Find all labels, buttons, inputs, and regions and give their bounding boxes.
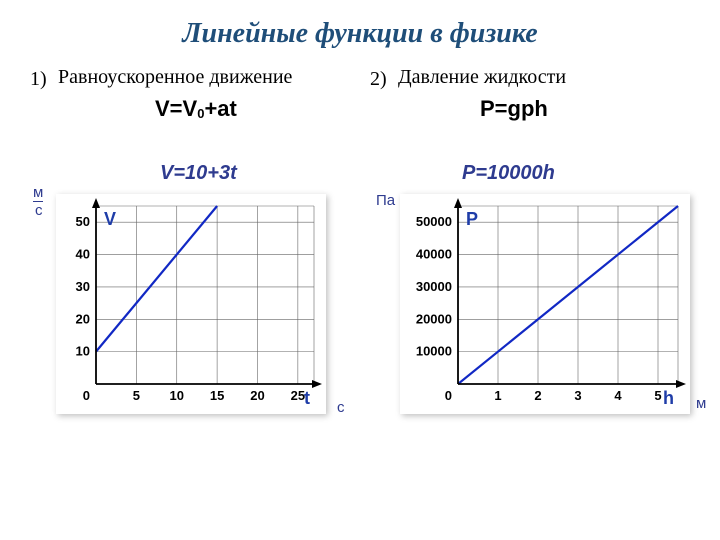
svg-text:P: P <box>466 209 478 229</box>
right-y-unit: Па <box>376 192 395 209</box>
left-caption-text: Равноускоренное движение <box>58 66 292 89</box>
page-title: Линейные функции в физике <box>0 18 720 50</box>
svg-text:t: t <box>304 388 310 408</box>
left-y-unit-bottom: с <box>35 203 43 218</box>
svg-text:5: 5 <box>133 388 140 403</box>
svg-text:V: V <box>104 209 116 229</box>
svg-text:25: 25 <box>291 388 305 403</box>
left-caption-num: 1) <box>30 68 47 91</box>
svg-text:40: 40 <box>76 247 90 262</box>
svg-text:0: 0 <box>83 388 90 403</box>
svg-text:1: 1 <box>494 388 501 403</box>
svg-text:10: 10 <box>170 388 184 403</box>
right-example: P=10000h <box>462 162 555 185</box>
svg-text:50000: 50000 <box>416 214 452 229</box>
svg-text:30: 30 <box>76 279 90 294</box>
left-x-unit: с <box>337 399 345 416</box>
svg-text:20: 20 <box>76 311 90 326</box>
svg-text:2: 2 <box>534 388 541 403</box>
left-y-unit-top: м <box>33 185 43 202</box>
left-chart: 5 10 15 20 25 10 20 30 40 50 0 Vt <box>56 194 326 414</box>
right-caption-text: Давление жидкости <box>398 66 566 89</box>
right-formula: P=gph <box>480 96 548 122</box>
svg-text:5: 5 <box>654 388 661 403</box>
svg-text:40000: 40000 <box>416 247 452 262</box>
svg-text:15: 15 <box>210 388 224 403</box>
svg-text:20: 20 <box>250 388 264 403</box>
left-example: V=10+3t <box>160 162 237 185</box>
svg-text:50: 50 <box>76 214 90 229</box>
svg-text:20000: 20000 <box>416 311 452 326</box>
svg-text:10: 10 <box>76 344 90 359</box>
right-caption-num: 2) <box>370 68 387 91</box>
left-formula: V=V0+at <box>155 96 237 122</box>
svg-text:0: 0 <box>445 388 452 403</box>
svg-text:10000: 10000 <box>416 344 452 359</box>
svg-text:h: h <box>663 388 674 408</box>
right-chart: 1 2 3 4 5 10000 20000 30000 40000 50000 0 Ph <box>400 194 690 414</box>
svg-text:4: 4 <box>614 388 622 403</box>
svg-text:30000: 30000 <box>416 279 452 294</box>
svg-text:3: 3 <box>574 388 581 403</box>
right-x-unit: м <box>696 395 706 412</box>
